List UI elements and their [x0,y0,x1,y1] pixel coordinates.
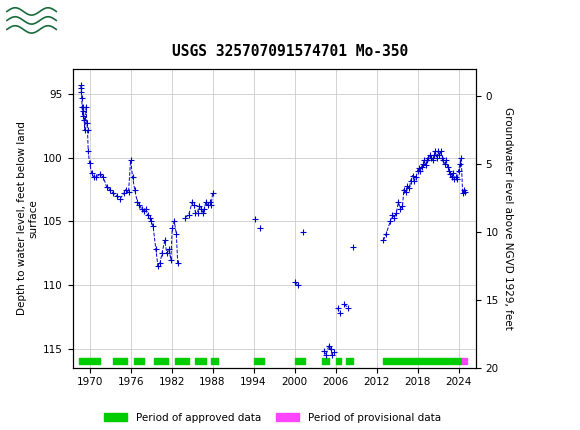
Bar [7,3,56,37]
Y-axis label: Depth to water level, feet below land
surface: Depth to water level, feet below land su… [17,121,39,315]
Y-axis label: Groundwater level above NGVD 1929, feet: Groundwater level above NGVD 1929, feet [503,107,513,330]
Legend: Period of approved data, Period of provisional data: Period of approved data, Period of provi… [104,413,441,423]
Text: USGS 325707091574701 Mo-350: USGS 325707091574701 Mo-350 [172,44,408,59]
Text: USGS: USGS [61,12,116,29]
